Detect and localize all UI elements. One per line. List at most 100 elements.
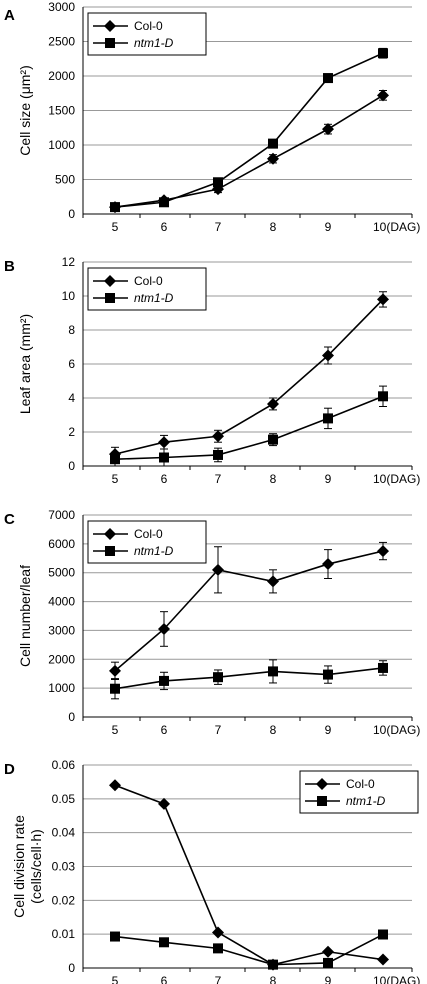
x-tick-label: 6 <box>161 723 168 737</box>
data-point <box>323 73 333 84</box>
data-point <box>158 436 170 449</box>
chart-panel-a: A 0 500 1000 1500 2000 2500 3000 5 6 7 8 9 10(DAG) Cel… <box>4 0 420 234</box>
x-tick-label: 8 <box>270 472 277 486</box>
legend-label: ntm1-D <box>134 291 174 305</box>
legend: Col-0 ntm1-D <box>87 520 207 564</box>
data-point <box>159 937 169 948</box>
data-point <box>110 931 120 942</box>
y-axis-title: Cell number/leaf <box>17 565 33 667</box>
series-line <box>114 933 384 966</box>
y-axis-title: Cell division rate <box>11 815 27 918</box>
data-point <box>322 945 334 958</box>
data-point <box>267 575 279 588</box>
legend: Col-0 ntm1-D <box>87 12 207 56</box>
x-tick-label: 6 <box>161 472 168 486</box>
data-point <box>159 197 169 208</box>
x-tick-label: 10(DAG) <box>373 974 420 984</box>
y-tick-label: 7000 <box>48 508 75 522</box>
x-tick-label: 7 <box>215 974 222 984</box>
y-tick-label: 4 <box>68 391 75 405</box>
panel-letter: D <box>4 761 15 778</box>
y-tick-label: 0.03 <box>52 860 76 874</box>
x-tick-label: 5 <box>112 472 119 486</box>
y-tick-label: 3000 <box>48 623 75 637</box>
x-tick-label: 6 <box>161 974 168 984</box>
y-tick-label: 0 <box>68 207 75 221</box>
data-point <box>213 449 223 460</box>
legend-label: ntm1-D <box>134 36 174 50</box>
x-tick-label: 7 <box>215 472 222 486</box>
y-tick-label: 8 <box>68 323 75 337</box>
panel-letter: B <box>4 258 15 275</box>
y-tick-label: 0.02 <box>52 893 76 907</box>
series-line <box>114 784 384 966</box>
y-tick-label: 2 <box>68 425 75 439</box>
data-point <box>267 152 279 165</box>
data-point <box>109 779 121 792</box>
x-tick-label: 10(DAG) <box>373 723 420 737</box>
y-tick-label: 3000 <box>48 0 75 14</box>
series-line <box>114 298 384 455</box>
x-tick-label: 9 <box>325 220 332 234</box>
data-point <box>378 391 388 402</box>
x-tick-label: 8 <box>270 974 277 984</box>
y-tick-label: 0 <box>68 710 75 724</box>
series-line <box>114 94 384 208</box>
y-tick-label: 5000 <box>48 566 75 580</box>
x-tick-label: 7 <box>215 220 222 234</box>
y-tick-label: 6000 <box>48 537 75 551</box>
series-ntm1-d <box>110 47 388 213</box>
data-point <box>158 622 170 635</box>
data-point <box>268 666 278 677</box>
legend-marker <box>316 778 328 790</box>
chart-panel-b: B 0 2 4 6 8 10 12 5 6 7 8 9 10(DAG) Leaf area (mm²) Col… <box>4 255 420 486</box>
data-point <box>323 957 333 968</box>
x-tick-label: 8 <box>270 220 277 234</box>
x-tick-label: 7 <box>215 723 222 737</box>
chart-panel-d: D 0 0.01 0.02 0.03 0.04 0.05 0.06 5 6 7 8 9 10(DAG) Ce… <box>4 758 420 984</box>
data-point <box>110 454 120 465</box>
y-tick-label: 2000 <box>48 652 75 666</box>
data-point <box>109 664 121 677</box>
series-line <box>114 395 384 460</box>
panel-letter: A <box>4 7 15 24</box>
x-tick-label: 5 <box>112 220 119 234</box>
legend-marker <box>317 796 327 806</box>
x-tick-label: 9 <box>325 472 332 486</box>
y-tick-label: 0 <box>68 459 75 473</box>
data-point <box>377 953 389 966</box>
y-tick-label: 1000 <box>48 138 75 152</box>
legend-label: Col-0 <box>346 777 375 791</box>
panel-letter: C <box>4 511 15 528</box>
data-point <box>159 452 169 463</box>
legend-label: ntm1-D <box>346 794 386 808</box>
data-point <box>378 929 388 940</box>
legend-label: Col-0 <box>134 274 163 288</box>
chart-panel-c: C 0 1000 2000 3000 4000 5000 6000 7000 5 6 7 8 9 10(DA… <box>4 508 420 737</box>
y-tick-label: 0.06 <box>52 758 76 772</box>
data-point <box>322 123 334 136</box>
y-tick-label: 12 <box>62 255 76 269</box>
data-point <box>212 430 224 443</box>
data-point <box>323 669 333 680</box>
y-axis-title: (cells/cell·h) <box>28 829 44 904</box>
legend-marker <box>104 275 116 287</box>
x-tick-label: 9 <box>325 723 332 737</box>
y-tick-label: 0 <box>68 961 75 975</box>
series-ntm1-d <box>110 385 388 467</box>
data-point <box>268 434 278 445</box>
series-col-0 <box>109 291 389 462</box>
y-axis-title: Cell size (μm²) <box>17 65 33 156</box>
y-tick-label: 4000 <box>48 595 75 609</box>
data-point <box>212 926 224 939</box>
x-tick-label: 5 <box>112 723 119 737</box>
legend-label: ntm1-D <box>134 544 174 558</box>
legend: Col-0 ntm1-D <box>299 770 419 814</box>
data-point <box>268 959 278 970</box>
data-point <box>213 943 223 954</box>
data-point <box>212 563 224 576</box>
y-tick-label: 2500 <box>48 35 75 49</box>
legend-marker <box>105 546 115 556</box>
legend-marker <box>104 20 116 32</box>
legend-box <box>87 12 207 56</box>
